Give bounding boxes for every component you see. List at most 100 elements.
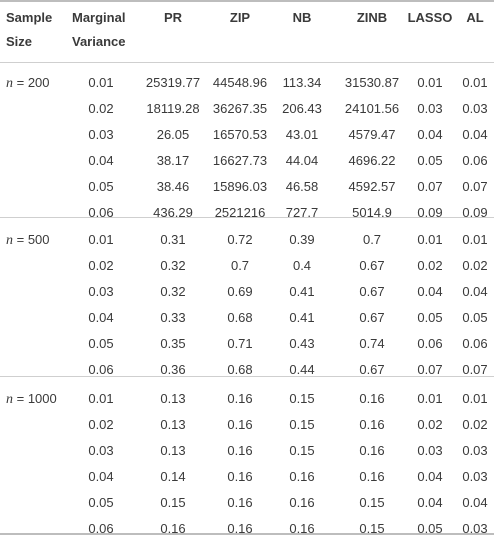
header-pr: PR: [163, 10, 183, 25]
sample-size-label: n = 500: [6, 230, 50, 251]
zinb-cell: 0.7: [362, 232, 382, 247]
marginal-variance-cell: 0.02: [88, 417, 114, 432]
zip-cell: 15896.03: [212, 179, 268, 194]
nb-cell: 43.01: [285, 127, 319, 142]
al-cell: 0.03: [462, 521, 488, 536]
sample-size-value: = 1000: [13, 391, 57, 406]
nb-cell: 206.43: [282, 101, 322, 116]
pr-cell: 0.33: [160, 310, 186, 325]
lasso-cell: 0.05: [417, 153, 443, 168]
marginal-variance-cell: 0.06: [88, 521, 114, 536]
marginal-variance-cell: 0.05: [88, 179, 114, 194]
al-cell: 0.02: [462, 417, 488, 432]
sample-size-variable: n: [6, 233, 13, 248]
zip-cell: 0.16: [227, 469, 253, 484]
marginal-variance-cell: 0.01: [88, 391, 114, 406]
lasso-cell: 0.06: [417, 336, 443, 351]
zip-cell: 0.16: [227, 495, 253, 510]
marginal-variance-cell: 0.01: [88, 75, 114, 90]
al-cell: 0.01: [462, 391, 488, 406]
table-top-rule: [0, 0, 494, 2]
header-sample-size-line2: Size: [6, 34, 33, 49]
al-cell: 0.02: [462, 258, 488, 273]
header-zip: ZIP: [229, 10, 251, 25]
zip-cell: 0.69: [227, 284, 253, 299]
zip-cell: 0.16: [227, 521, 253, 536]
header-al: AL: [466, 10, 484, 25]
lasso-cell: 0.05: [417, 521, 443, 536]
zinb-cell: 4592.57: [348, 179, 396, 194]
marginal-variance-cell: 0.05: [88, 336, 114, 351]
lasso-cell: 0.01: [417, 232, 443, 247]
al-cell: 0.03: [462, 443, 488, 458]
zinb-cell: 31530.87: [344, 75, 400, 90]
nb-cell: 0.4: [292, 258, 312, 273]
zinb-cell: 4579.47: [348, 127, 396, 142]
nb-cell: 0.15: [289, 417, 315, 432]
marginal-variance-cell: 0.02: [88, 258, 114, 273]
pr-cell: 0.35: [160, 336, 186, 351]
lasso-cell: 0.01: [417, 75, 443, 90]
lasso-cell: 0.02: [417, 258, 443, 273]
nb-cell: 44.04: [285, 153, 319, 168]
zinb-cell: 0.67: [359, 310, 385, 325]
sample-size-variable: n: [6, 392, 13, 407]
nb-cell: 0.15: [289, 443, 315, 458]
pr-cell: 38.17: [156, 153, 190, 168]
zip-cell: 0.16: [227, 417, 253, 432]
zinb-cell: 0.15: [359, 521, 385, 536]
marginal-variance-cell: 0.04: [88, 310, 114, 325]
zip-cell: 16627.73: [212, 153, 268, 168]
zinb-cell: 0.16: [359, 391, 385, 406]
lasso-cell: 0.03: [417, 443, 443, 458]
al-cell: 0.07: [462, 362, 488, 377]
sample-size-value: = 500: [13, 232, 50, 247]
marginal-variance-cell: 0.02: [88, 101, 114, 116]
al-cell: 0.03: [462, 101, 488, 116]
pr-cell: 0.15: [160, 495, 186, 510]
marginal-variance-cell: 0.03: [88, 443, 114, 458]
pr-cell: 0.13: [160, 443, 186, 458]
marginal-variance-cell: 0.01: [88, 232, 114, 247]
lasso-cell: 0.01: [417, 391, 443, 406]
marginal-variance-cell: 0.04: [88, 153, 114, 168]
sample-size-label: n = 200: [6, 73, 50, 94]
al-cell: 0.01: [462, 75, 488, 90]
al-cell: 0.09: [462, 205, 488, 220]
marginal-variance-cell: 0.04: [88, 469, 114, 484]
header-sample-size-line1: Sample: [6, 10, 53, 25]
zip-cell: 0.71: [227, 336, 253, 351]
zinb-cell: 4696.22: [348, 153, 396, 168]
al-cell: 0.07: [462, 179, 488, 194]
sample-size-label: n = 1000: [6, 389, 57, 410]
zip-cell: 44548.96: [212, 75, 268, 90]
nb-cell: 46.58: [285, 179, 319, 194]
pr-cell: 0.13: [160, 417, 186, 432]
nb-cell: 113.34: [282, 75, 322, 90]
sample-size-variable: n: [6, 76, 13, 91]
zip-cell: 0.16: [227, 443, 253, 458]
lasso-cell: 0.05: [417, 310, 443, 325]
lasso-cell: 0.07: [417, 179, 443, 194]
nb-cell: 0.39: [289, 232, 315, 247]
lasso-cell: 0.04: [417, 127, 443, 142]
nb-cell: 727.7: [285, 205, 319, 220]
header-lasso: LASSO: [407, 10, 453, 25]
zinb-cell: 0.74: [359, 336, 385, 351]
table-bottom-rule: [0, 533, 494, 535]
al-cell: 0.04: [462, 127, 488, 142]
pr-cell: 0.31: [160, 232, 186, 247]
sample-size-value: = 200: [13, 75, 50, 90]
zinb-cell: 0.67: [359, 258, 385, 273]
al-cell: 0.06: [462, 336, 488, 351]
zip-cell: 0.16: [227, 391, 253, 406]
header-rule: [0, 62, 494, 63]
zinb-cell: 5014.9: [352, 205, 392, 220]
lasso-cell: 0.03: [417, 101, 443, 116]
al-cell: 0.04: [462, 495, 488, 510]
lasso-cell: 0.04: [417, 469, 443, 484]
zinb-cell: 0.67: [359, 284, 385, 299]
nb-cell: 0.44: [289, 362, 315, 377]
pr-cell: 0.13: [160, 391, 186, 406]
al-cell: 0.03: [462, 469, 488, 484]
